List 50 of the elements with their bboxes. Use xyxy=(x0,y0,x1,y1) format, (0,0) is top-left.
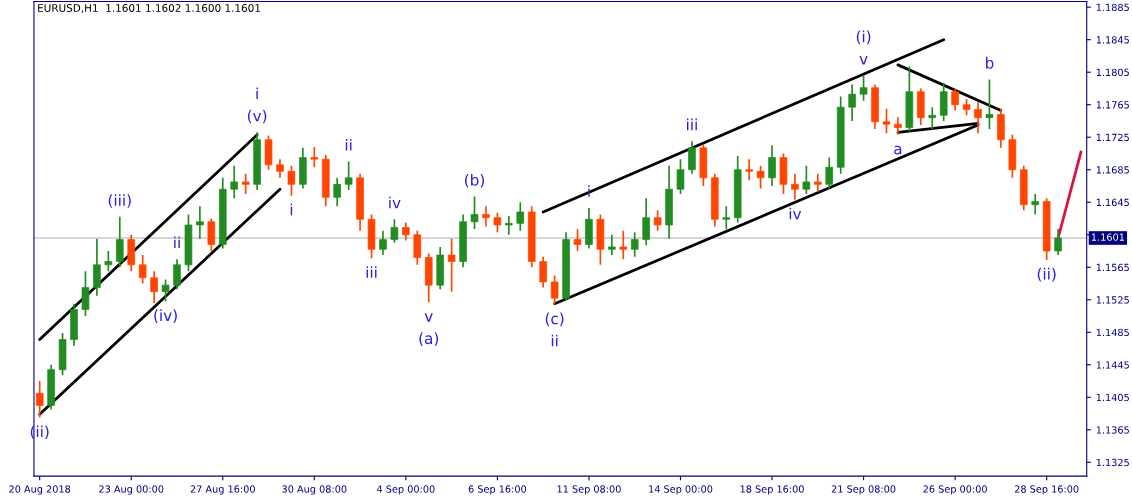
annotation: (v) xyxy=(247,109,267,124)
y-tick-label: 1.1365 xyxy=(1096,426,1129,434)
annotation: a xyxy=(894,145,902,155)
y-tick-label: 1.1885 xyxy=(1096,3,1129,12)
annotation: (iii) xyxy=(108,194,131,208)
y-tick-label: 1.1805 xyxy=(1096,68,1129,77)
annotation: i xyxy=(290,203,293,216)
x-tick-label: 21 Sep 08:00 xyxy=(831,485,896,495)
chart-title: EURUSD,H1 1.1601 1.1602 1.1600 1.1601 xyxy=(38,4,260,13)
y-tick-label: 1.1765 xyxy=(1096,101,1129,109)
x-tick-label: 14 Sep 00:00 xyxy=(649,485,713,495)
annotation: (iv) xyxy=(154,309,177,323)
x-tick-label: 6 Sep 16:00 xyxy=(468,485,527,495)
annotation: iv xyxy=(789,207,802,220)
x-tick-label: 18 Sep 16:00 xyxy=(740,485,804,495)
annotation: (ii) xyxy=(1037,267,1056,282)
annotation: (b) xyxy=(465,173,485,188)
y-tick-label: 1.1405 xyxy=(1096,393,1129,402)
y-tick-label: 1.1525 xyxy=(1096,296,1129,304)
x-tick-label: 23 Aug 00:00 xyxy=(99,485,164,495)
annotation: ii xyxy=(551,334,558,347)
y-tick-label: 1.1485 xyxy=(1096,328,1129,337)
x-tick-label: 4 Sep 00:00 xyxy=(376,485,435,495)
annotation: iii xyxy=(687,118,697,131)
y-tick-label: 1.1685 xyxy=(1096,166,1129,174)
y-tick-label: 1.1565 xyxy=(1096,263,1129,272)
annotation: v xyxy=(424,313,433,322)
annotation: v xyxy=(859,56,868,65)
x-tick-label: 11 Sep 08:00 xyxy=(557,485,621,495)
y-tick-label: 1.1725 xyxy=(1096,133,1129,142)
x-tick-label: 27 Aug 16:00 xyxy=(190,485,255,495)
annotation: iv xyxy=(389,196,401,209)
x-tick-label: 28 Sep 16:00 xyxy=(1014,485,1079,495)
ref-line-label: 1.1601 xyxy=(1091,233,1125,241)
y-tick-label: 1.1845 xyxy=(1096,36,1129,44)
annotation: (a) xyxy=(419,332,439,346)
annotation: ii xyxy=(174,236,180,249)
annotation: (i) xyxy=(856,30,871,45)
annotation: b xyxy=(985,56,994,69)
x-tick-label: 20 Aug 2018 xyxy=(9,485,71,495)
annotation: iii xyxy=(366,266,377,278)
annotation: (c) xyxy=(545,312,564,327)
y-tick-label: 1.1645 xyxy=(1096,198,1129,207)
y-tick-label: 1.1445 xyxy=(1096,361,1129,369)
annotation: i xyxy=(256,87,258,100)
annotation: i xyxy=(588,185,590,197)
annotation: ii xyxy=(345,138,352,151)
x-tick-label: 26 Sep 00:00 xyxy=(923,485,987,495)
x-tick-label: 30 Aug 08:00 xyxy=(282,485,347,495)
y-tick-label: 1.1325 xyxy=(1096,458,1129,467)
